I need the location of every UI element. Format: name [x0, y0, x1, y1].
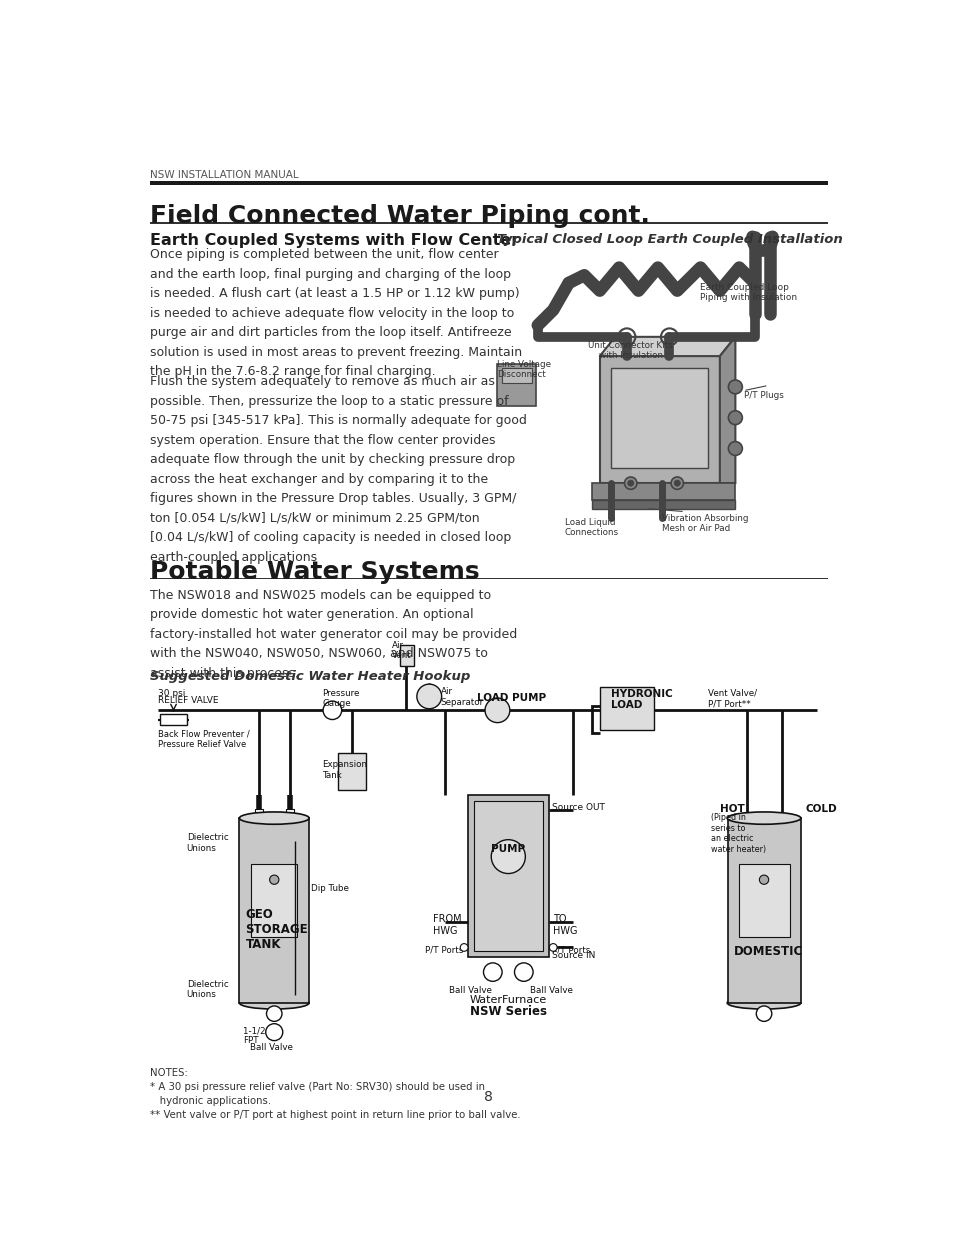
Text: (Piped in
series to
an electric
water heater): (Piped in series to an electric water he… — [710, 814, 765, 853]
Text: Dip Tube: Dip Tube — [311, 883, 348, 893]
Bar — [474, 802, 542, 951]
Text: Once piping is completed between the unit, flow center
and the earth loop, final: Once piping is completed between the uni… — [150, 248, 522, 378]
Text: LOAD PUMP: LOAD PUMP — [476, 693, 546, 704]
Bar — [739, 864, 789, 937]
Text: Load Liquid
Connections: Load Liquid Connections — [564, 517, 618, 537]
Text: NOTES:
* A 30 psi pressure relief valve (Part No: SRV30) should be used in
   hy: NOTES: * A 30 psi pressure relief valve … — [150, 1068, 520, 1120]
Text: Unit Connector Kits
with Insulation: Unit Connector Kits with Insulation — [588, 341, 673, 361]
Bar — [468, 795, 549, 957]
Circle shape — [728, 411, 741, 425]
Bar — [497, 364, 536, 406]
Text: RELIEF VALVE: RELIEF VALVE — [158, 697, 218, 705]
Text: Dielectric
Unions: Dielectric Unions — [187, 979, 228, 999]
Bar — [150, 182, 827, 185]
Text: DOMESTIC: DOMESTIC — [733, 945, 802, 958]
Bar — [150, 222, 827, 224]
Circle shape — [266, 1024, 282, 1041]
Circle shape — [270, 876, 278, 884]
Text: Ball Valve: Ball Valve — [250, 1042, 293, 1052]
Bar — [501, 368, 531, 383]
Bar — [611, 368, 707, 468]
Text: COLD: COLD — [804, 804, 836, 814]
Ellipse shape — [726, 811, 800, 824]
Text: Potable Water Systems: Potable Water Systems — [150, 561, 479, 584]
Text: Vibration Absorbing
Mesh or Air Pad: Vibration Absorbing Mesh or Air Pad — [661, 514, 747, 534]
Text: NSW Series: NSW Series — [469, 1005, 546, 1018]
Text: Line Voltage
Disconnect: Line Voltage Disconnect — [497, 359, 551, 379]
Text: P/T Ports: P/T Ports — [551, 945, 590, 955]
Text: NSW INSTALLATION MANUAL: NSW INSTALLATION MANUAL — [150, 169, 298, 180]
Text: PUMP: PUMP — [491, 844, 525, 853]
Text: Field Connected Water Piping cont.: Field Connected Water Piping cont. — [150, 205, 649, 228]
Bar — [599, 687, 654, 730]
Circle shape — [484, 698, 509, 722]
Circle shape — [514, 963, 533, 982]
Text: Suggested Domestic Water Heater Hookup: Suggested Domestic Water Heater Hookup — [150, 671, 470, 683]
Text: Air
Vent: Air Vent — [392, 641, 412, 661]
Text: Earth Coupled Loop
Piping with Insulation: Earth Coupled Loop Piping with Insulatio… — [700, 283, 797, 303]
Text: Source IN: Source IN — [551, 951, 595, 960]
Bar — [254, 809, 262, 818]
Text: P/T Plugs: P/T Plugs — [743, 390, 783, 400]
Bar — [337, 752, 365, 789]
Circle shape — [483, 963, 501, 982]
Circle shape — [491, 840, 525, 873]
Text: Ball Valve: Ball Valve — [530, 986, 572, 995]
Circle shape — [416, 684, 441, 709]
Circle shape — [728, 380, 741, 394]
Text: Pressure
Gauge: Pressure Gauge — [322, 689, 359, 708]
Text: Earth Coupled Systems with Flow Center: Earth Coupled Systems with Flow Center — [150, 233, 519, 248]
Text: The NSW018 and NSW025 models can be equipped to
provide domestic hot water gener: The NSW018 and NSW025 models can be equi… — [150, 589, 517, 679]
Text: 1-1/2 in.
FPT: 1-1/2 in. FPT — [243, 1026, 279, 1045]
Circle shape — [670, 477, 682, 489]
Bar — [159, 714, 187, 725]
Text: Flush the system adequately to remove as much air as
possible. Then, pressurize : Flush the system adequately to remove as… — [150, 375, 527, 564]
Text: Back Flow Preventer /
Pressure Relief Valve: Back Flow Preventer / Pressure Relief Va… — [158, 730, 250, 748]
Bar — [592, 500, 735, 509]
Bar — [599, 356, 720, 483]
Polygon shape — [599, 337, 735, 356]
Circle shape — [624, 477, 637, 489]
Circle shape — [627, 480, 633, 487]
Circle shape — [674, 480, 679, 487]
Text: Typical Closed Loop Earth Coupled Installation: Typical Closed Loop Earth Coupled Instal… — [497, 233, 842, 246]
Text: TO
HWG: TO HWG — [553, 914, 578, 936]
Bar — [239, 818, 309, 1003]
Circle shape — [459, 944, 468, 951]
Text: HOT: HOT — [720, 804, 744, 814]
Polygon shape — [720, 337, 735, 483]
Text: Ball Valve: Ball Valve — [448, 986, 491, 995]
Circle shape — [756, 1007, 771, 1021]
Bar — [399, 645, 414, 667]
Text: Dielectric
Unions: Dielectric Unions — [187, 834, 228, 853]
Text: 30 psi: 30 psi — [158, 689, 185, 698]
Ellipse shape — [239, 811, 309, 824]
Text: Air
Separator: Air Separator — [440, 687, 483, 706]
Text: Source OUT: Source OUT — [551, 803, 604, 811]
Text: P/T Ports: P/T Ports — [425, 945, 463, 955]
Text: 8: 8 — [484, 1091, 493, 1104]
Bar — [286, 809, 294, 818]
Bar — [150, 578, 827, 579]
Text: Expansion
Tank: Expansion Tank — [322, 761, 367, 779]
Bar — [251, 864, 297, 937]
Circle shape — [549, 944, 557, 951]
Text: GEO
STORAGE
TANK: GEO STORAGE TANK — [245, 908, 308, 951]
Circle shape — [759, 876, 768, 884]
Text: FROM
HWG: FROM HWG — [433, 914, 461, 936]
Bar — [727, 818, 801, 1003]
Ellipse shape — [726, 997, 800, 1009]
Circle shape — [323, 701, 341, 720]
Circle shape — [728, 442, 741, 456]
Text: Vent Valve/
P/T Port**: Vent Valve/ P/T Port** — [707, 689, 757, 708]
Text: WaterFurnace: WaterFurnace — [469, 995, 546, 1005]
Ellipse shape — [239, 997, 309, 1009]
Circle shape — [266, 1007, 282, 1021]
Text: HYDRONIC
LOAD: HYDRONIC LOAD — [611, 689, 673, 710]
Bar — [592, 483, 735, 500]
